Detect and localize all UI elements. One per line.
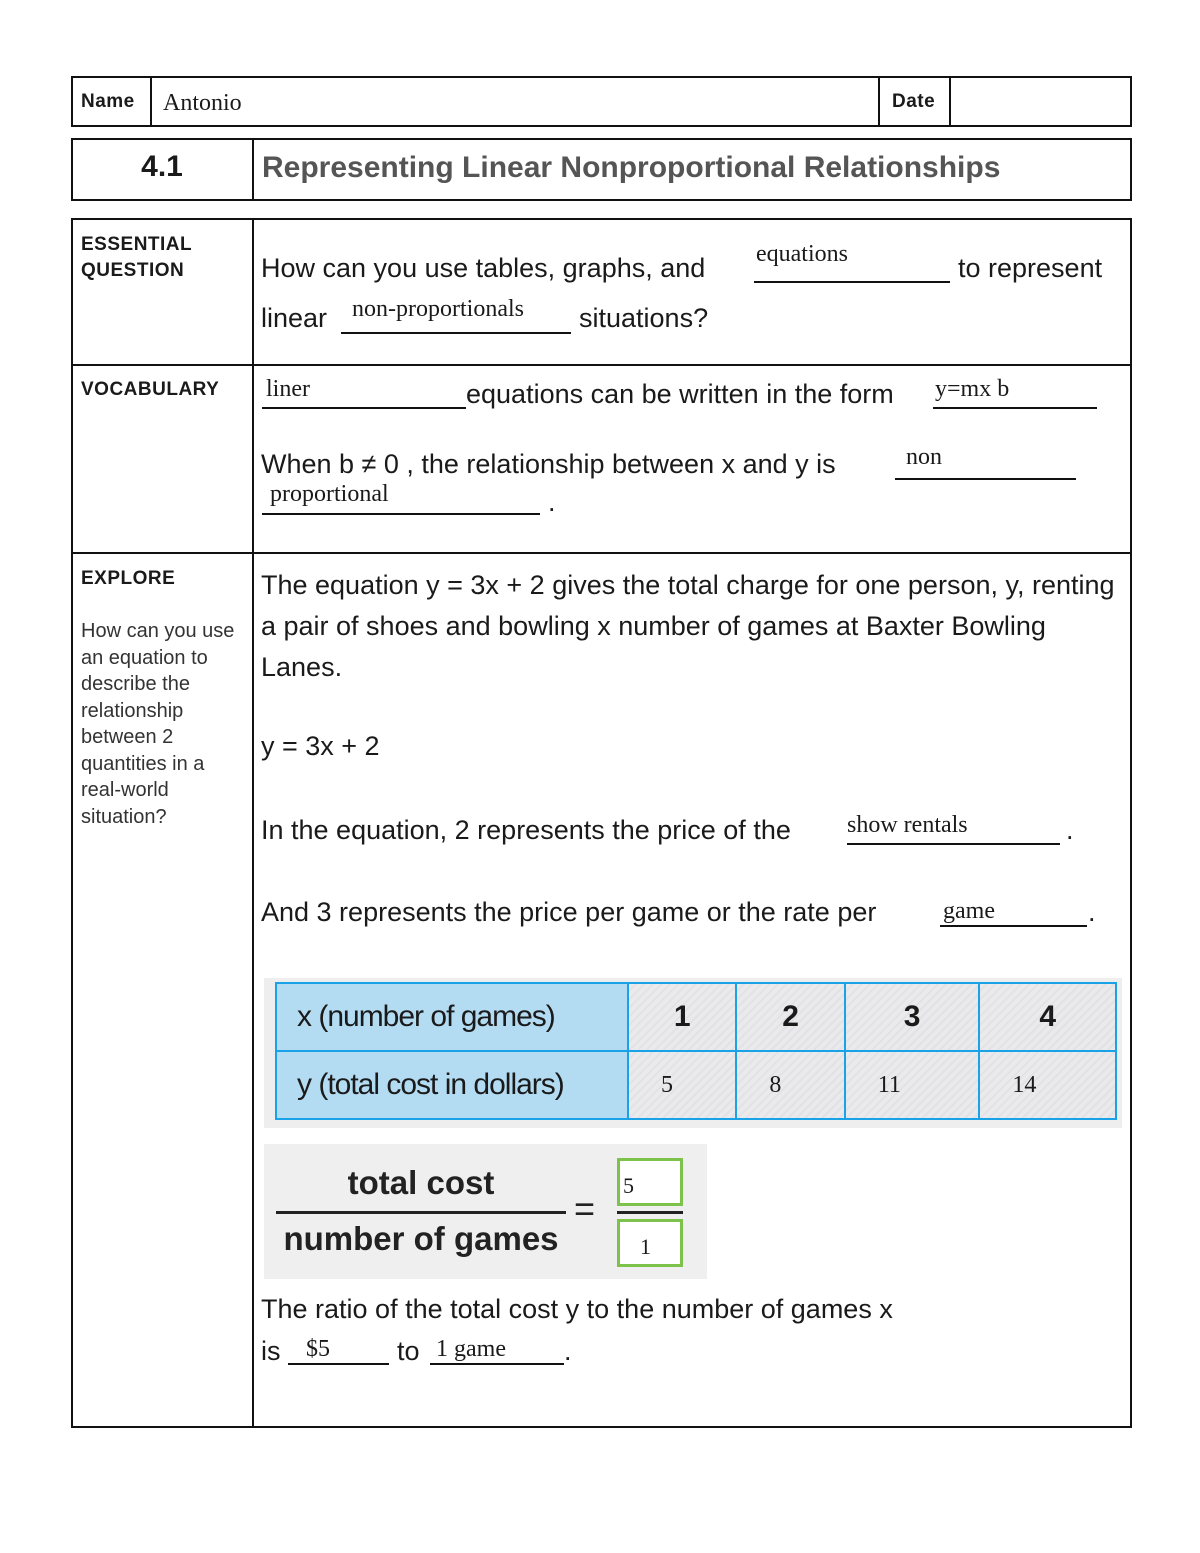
table-row: x (number of games) 1 2 3 4 bbox=[275, 982, 1117, 1052]
date-field[interactable] bbox=[952, 79, 1128, 124]
answer-text: 1 game bbox=[436, 1336, 506, 1362]
explore-paragraph: The equation y = 3x + 2 gives the total … bbox=[261, 570, 1115, 682]
vocabulary-label: VOCABULARY bbox=[81, 379, 220, 400]
date-label: Date bbox=[892, 91, 936, 112]
x-header: x (number of games) bbox=[275, 982, 629, 1052]
answer-text: non bbox=[906, 444, 942, 470]
equals-sign: = bbox=[574, 1188, 596, 1229]
denominator-answer-box[interactable]: 1 bbox=[617, 1219, 683, 1267]
answer-blank[interactable]: y=mx b bbox=[933, 376, 1097, 409]
explore-text: And 3 represents the price per game or t… bbox=[261, 897, 877, 927]
ratio-text: The ratio of the total cost y to the num… bbox=[261, 1294, 893, 1324]
answer-blank[interactable]: equations bbox=[754, 240, 950, 283]
equation: y = 3x + 2 bbox=[261, 731, 380, 761]
vocab-text: . bbox=[548, 487, 556, 517]
lesson-title: Representing Linear Nonproportional Rela… bbox=[262, 151, 1001, 184]
fraction-numerator: total cost bbox=[347, 1164, 495, 1201]
x-cell: 4 bbox=[978, 982, 1117, 1052]
answer-blank[interactable]: proportional bbox=[262, 480, 540, 515]
fraction-denominator: number of games bbox=[283, 1220, 559, 1257]
answer-text: 5 bbox=[623, 1173, 634, 1198]
ratio-fraction: total cost number of games = 5 1 bbox=[264, 1144, 707, 1279]
answer-text: equations bbox=[756, 241, 848, 267]
y-cell[interactable]: 14 bbox=[978, 1050, 1117, 1120]
title-row bbox=[71, 138, 1132, 201]
answer-text: $5 bbox=[306, 1336, 330, 1362]
explore-text: . bbox=[1088, 897, 1096, 927]
eq-text: How can you use tables, graphs, and bbox=[261, 253, 706, 283]
y-cell[interactable]: 11 bbox=[843, 1050, 981, 1120]
y-cell[interactable]: 8 bbox=[735, 1050, 846, 1120]
explore-side-question: How can you use an equation to describe … bbox=[81, 620, 235, 828]
numerator-answer-box[interactable]: 5 bbox=[617, 1158, 683, 1206]
vocab-text: equations can be written in the form bbox=[466, 379, 894, 409]
answer-blank[interactable]: show rentals bbox=[847, 812, 1060, 845]
answer-text: game bbox=[943, 898, 995, 924]
games-cost-table: x (number of games) 1 2 3 4 y (total cos… bbox=[264, 978, 1122, 1128]
answer-blank[interactable]: liner bbox=[262, 376, 466, 409]
eq-text: situations? bbox=[579, 303, 709, 333]
essential-question-label: ESSENTIAL QUESTION bbox=[81, 234, 192, 281]
ratio-text: to bbox=[397, 1336, 420, 1366]
ratio-text: is bbox=[261, 1336, 281, 1366]
x-cell: 3 bbox=[843, 982, 981, 1052]
main-table bbox=[71, 218, 1132, 1428]
answer-blank[interactable]: $5 bbox=[288, 1334, 389, 1365]
eq-text: to represent bbox=[958, 253, 1103, 283]
answer-blank[interactable]: non-proportionals bbox=[341, 295, 571, 334]
explore-label: EXPLORE bbox=[81, 568, 176, 589]
x-cell: 2 bbox=[735, 982, 846, 1052]
lesson-number: 4.1 bbox=[141, 150, 183, 183]
answer-text: y=mx b bbox=[935, 376, 1010, 402]
header-row bbox=[71, 76, 1132, 127]
explore-text: . bbox=[1066, 815, 1074, 845]
ratio-text: . bbox=[564, 1336, 572, 1366]
answer-blank[interactable]: non bbox=[895, 444, 1076, 480]
answer-text: 1 bbox=[640, 1234, 651, 1259]
eq-text: linear bbox=[261, 303, 328, 333]
answer-text: proportional bbox=[270, 481, 389, 507]
explore-text: In the equation, 2 represents the price … bbox=[261, 815, 791, 845]
answer-text: non-proportionals bbox=[352, 296, 524, 322]
x-cell: 1 bbox=[626, 982, 738, 1052]
name-label: Name bbox=[81, 91, 135, 112]
y-cell[interactable]: 5 bbox=[626, 1050, 738, 1120]
answer-text: show rentals bbox=[847, 812, 968, 838]
name-field[interactable]: Antonio bbox=[163, 90, 242, 116]
table-row: y (total cost in dollars) 5 8 11 14 bbox=[275, 1050, 1117, 1120]
y-header: y (total cost in dollars) bbox=[275, 1050, 629, 1120]
answer-blank[interactable]: game bbox=[940, 896, 1087, 927]
answer-blank[interactable]: 1 game bbox=[430, 1334, 564, 1365]
answer-text: liner bbox=[266, 376, 310, 402]
vocab-text: When b ≠ 0 , the relationship between x … bbox=[261, 449, 836, 479]
